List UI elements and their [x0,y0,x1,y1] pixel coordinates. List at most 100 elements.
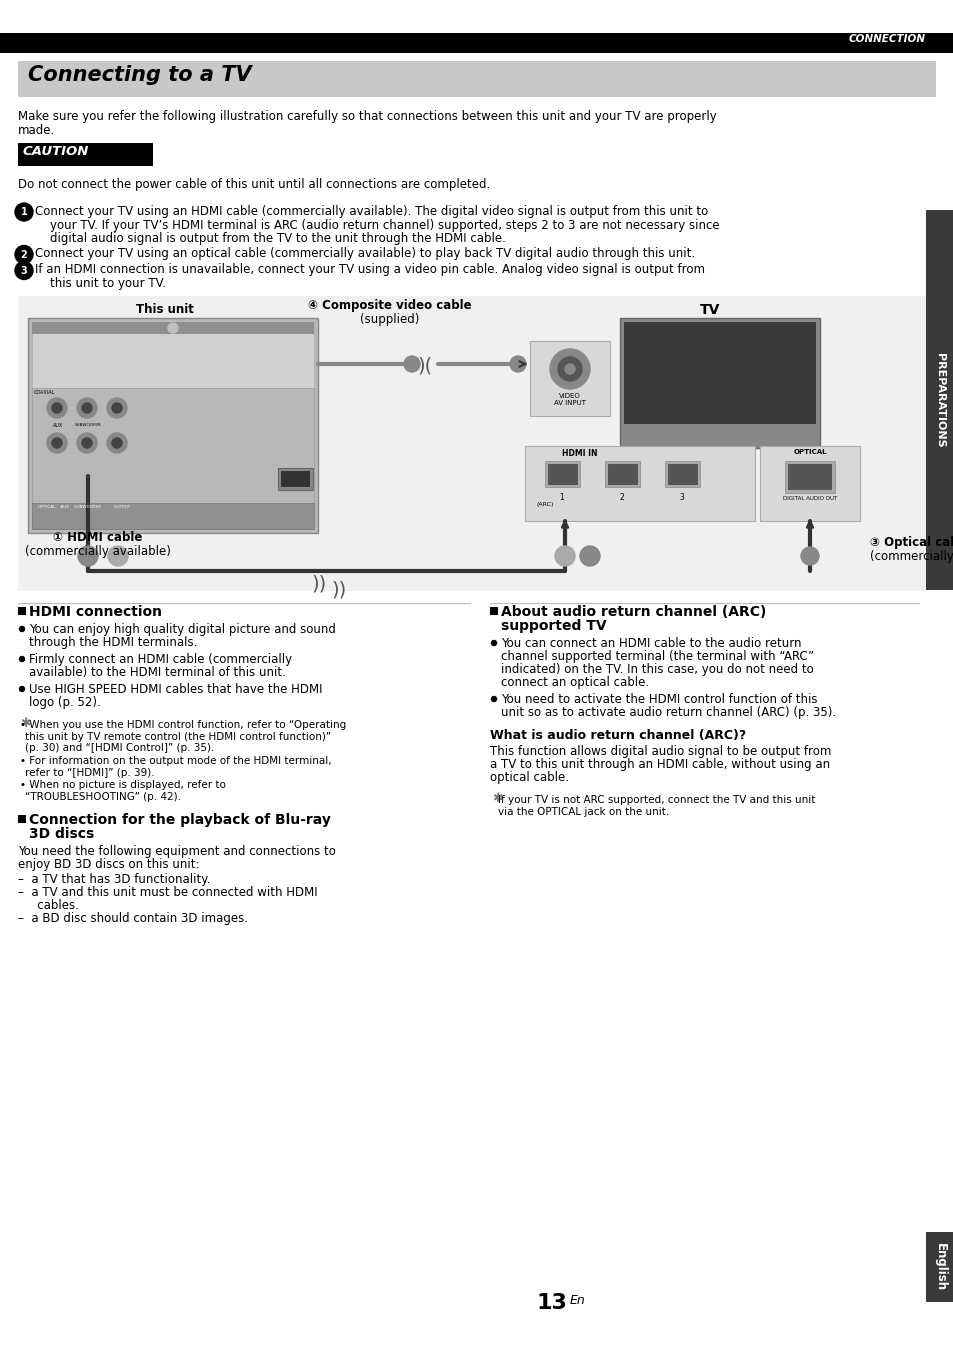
Text: DIGITAL AUDIO OUT: DIGITAL AUDIO OUT [782,496,836,501]
Text: a TV to this unit through an HDMI cable, without using an: a TV to this unit through an HDMI cable,… [490,758,829,771]
Bar [623,322,815,425]
Text: 3: 3 [679,493,683,501]
Text: CAUTION: CAUTION [23,146,89,158]
Circle shape [47,398,67,418]
Circle shape [558,357,581,381]
Text: enjoy BD 3D discs on this unit:: enjoy BD 3D discs on this unit: [18,857,199,871]
Text: Use HIGH SPEED HDMI cables that have the HDMI: Use HIGH SPEED HDMI cables that have the… [29,683,322,696]
Text: (ARC): (ARC) [536,501,553,507]
Circle shape [491,640,496,646]
Text: Connecting to a TV: Connecting to a TV [28,65,252,85]
Bar [32,388,314,528]
Text: ✱: ✱ [20,717,30,731]
Text: AV INPUT: AV INPUT [554,400,585,406]
Bar [784,461,834,493]
Circle shape [107,433,127,453]
Circle shape [107,398,127,418]
Bar [664,461,700,487]
Text: Connect your TV using an optical cable (commercially available) to play back TV : Connect your TV using an optical cable (… [35,248,695,260]
Bar [925,1232,953,1302]
Circle shape [579,546,599,566]
Circle shape [555,546,575,566]
Text: )): )) [331,581,346,600]
Text: CONNECTION: CONNECTION [848,34,925,44]
Text: optical cable.: optical cable. [490,771,568,785]
Bar [667,464,697,484]
Bar [281,470,310,487]
Text: logo (p. 52).: logo (p. 52). [29,696,101,709]
Circle shape [47,433,67,453]
Text: ③ Optical cable: ③ Optical cable [869,537,953,549]
Circle shape [82,438,91,448]
Circle shape [19,627,25,631]
Circle shape [15,262,33,279]
Circle shape [112,438,122,448]
Text: • When you use the HDMI control function, refer to “Operating: • When you use the HDMI control function… [20,720,346,731]
Text: unit so as to activate audio return channel (ARC) (p. 35).: unit so as to activate audio return chan… [500,706,835,718]
Text: About audio return channel (ARC): About audio return channel (ARC) [500,605,765,619]
Text: –  a BD disc should contain 3D images.: – a BD disc should contain 3D images. [18,913,248,925]
Text: • For information on the output mode of the HDMI terminal,: • For information on the output mode of … [20,756,332,766]
Text: (commercially available): (commercially available) [25,545,171,558]
Text: If your TV is not ARC supported, connect the TV and this unit: If your TV is not ARC supported, connect… [497,795,815,805]
Text: ✱: ✱ [492,793,502,805]
Text: Do not connect the power cable of this unit until all connections are completed.: Do not connect the power cable of this u… [18,178,490,191]
Text: What is audio return channel (ARC)?: What is audio return channel (ARC)? [490,729,745,741]
Circle shape [52,403,62,412]
Circle shape [15,204,33,221]
Text: 1: 1 [21,208,28,217]
Bar [700,425,740,438]
Text: This unit: This unit [136,303,193,315]
Bar [547,464,577,484]
Text: Make sure you refer the following illustration carefully so that connections bet: Make sure you refer the following illust… [18,111,716,123]
Text: “TROUBLESHOOTING” (p. 42).: “TROUBLESHOOTING” (p. 42). [25,793,181,802]
Circle shape [403,356,419,372]
Text: SUBWOOFER: SUBWOOFER [74,423,101,427]
Circle shape [19,686,25,692]
Circle shape [564,364,575,373]
Text: made.: made. [18,124,55,137]
Text: Connect your TV using an HDMI cable (commercially available). The digital video : Connect your TV using an HDMI cable (com… [35,205,707,218]
Text: PREPARATIONS: PREPARATIONS [934,353,944,448]
Text: (commercially available): (commercially available) [869,550,953,563]
Text: En: En [569,1294,585,1308]
Text: 13: 13 [536,1293,566,1313]
Text: refer to “[HDMI]” (p. 39).: refer to “[HDMI]” (p. 39). [25,767,154,778]
Circle shape [112,403,122,412]
Text: )): )) [311,574,326,593]
Circle shape [801,547,818,565]
Text: supported TV: supported TV [500,619,606,634]
Bar [277,468,313,491]
Text: AUX: AUX [52,423,63,429]
Bar [32,322,314,528]
Circle shape [77,398,97,418]
Text: OPTICAL    AUX    SUBWOOFER          OUTPUT: OPTICAL AUX SUBWOOFER OUTPUT [38,506,131,510]
Text: You need the following equipment and connections to: You need the following equipment and con… [18,845,335,857]
Circle shape [77,433,97,453]
Text: –  a TV that has 3D functionality.: – a TV that has 3D functionality. [18,874,211,886]
Circle shape [168,324,178,333]
Bar [18,816,26,824]
Circle shape [78,546,98,566]
Bar [530,341,609,417]
Text: OPTICAL: OPTICAL [792,449,826,456]
Text: VIDEO: VIDEO [558,394,580,399]
Text: 3: 3 [21,266,28,275]
Bar [787,464,831,491]
Bar [684,438,754,443]
Text: through the HDMI terminals.: through the HDMI terminals. [29,636,197,648]
Text: (p. 30) and “[HDMI Control]” (p. 35).: (p. 30) and “[HDMI Control]” (p. 35). [25,743,214,754]
Bar [619,318,820,448]
Text: 3D discs: 3D discs [29,828,94,841]
Text: Connection for the playback of Blu-ray: Connection for the playback of Blu-ray [29,813,331,828]
Text: You can connect an HDMI cable to the audio return: You can connect an HDMI cable to the aud… [500,638,801,650]
Text: 1: 1 [559,493,564,501]
Circle shape [510,356,525,372]
Text: via the OPTICAL jack on the unit.: via the OPTICAL jack on the unit. [497,807,669,817]
Bar [490,607,497,615]
Bar [925,210,953,590]
Bar [32,503,314,528]
Bar [32,322,314,334]
Text: –  a TV and this unit must be connected with HDMI: – a TV and this unit must be connected w… [18,886,317,899]
Bar [607,464,637,484]
